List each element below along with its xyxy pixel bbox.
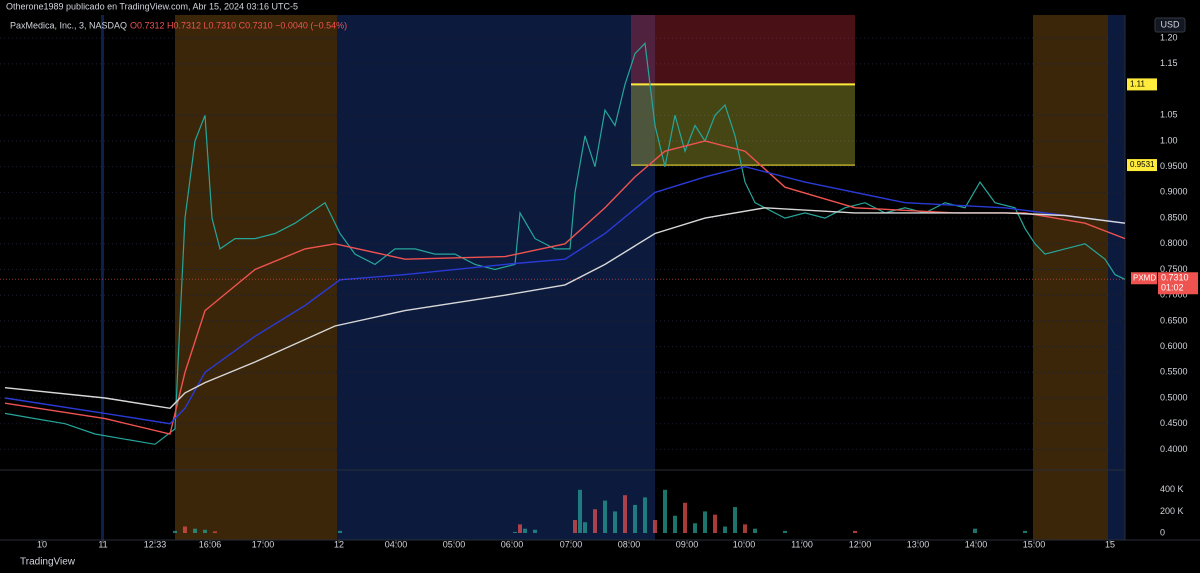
x-tick-label: 04:00 (385, 539, 408, 549)
x-tick-label: 15 (1105, 539, 1115, 549)
x-tick-label: 07:00 (560, 539, 583, 549)
currency[interactable]: USD (1160, 19, 1180, 29)
volume-bar (513, 531, 517, 533)
y-tick-label: 0.4000 (1160, 444, 1188, 454)
session-band (175, 15, 337, 540)
y-tick-label: 1.05 (1160, 110, 1178, 120)
y-tick-label: 0.6000 (1160, 341, 1188, 351)
y-tick-label: 1.15 (1160, 58, 1178, 68)
volume-bar (663, 489, 667, 533)
moving-average (4, 140, 1126, 435)
volume-bar (743, 524, 747, 533)
volume-bar (693, 523, 697, 533)
countdown-label: 01:02 (1161, 283, 1184, 293)
y-tick-label: 0.7000 (1160, 290, 1188, 300)
session-line (101, 15, 104, 540)
volume-bar (183, 526, 187, 533)
x-tick-label: 05:00 (443, 539, 466, 549)
x-tick-label: 08:00 (618, 539, 641, 549)
volume-bar (683, 502, 687, 533)
y-tick-label: 1.20 (1160, 33, 1178, 43)
moving-average (4, 207, 1126, 410)
symbol-label: PXMD (1133, 273, 1156, 282)
volume-bar (713, 514, 717, 533)
session-band (1108, 15, 1125, 540)
y-tick-label: 0.5500 (1160, 367, 1188, 377)
x-tick-label: 12:33 (144, 539, 167, 549)
volume-bar (673, 515, 677, 533)
x-tick-label: 11:00 (791, 539, 813, 549)
stop-zone (631, 15, 855, 85)
price-line (4, 41, 1126, 445)
volume-bar (783, 530, 787, 533)
volume-bar (573, 520, 577, 533)
x-tick-label: 12 (334, 539, 344, 549)
volume-bar (653, 520, 657, 533)
x-tick-label: 11 (98, 539, 107, 549)
footer-logo: TradingView (20, 557, 76, 568)
x-tick-label: 10 (37, 539, 47, 549)
volume-bar (173, 530, 177, 533)
x-tick-label: 16:06 (199, 539, 222, 549)
x-tick-label: 17:00 (252, 539, 275, 549)
moving-average (4, 165, 1126, 425)
x-tick-label: 13:00 (907, 539, 930, 549)
target-zone (631, 84, 855, 166)
y-tick-label: 0 (1160, 527, 1165, 537)
y-tick-label: 0.4500 (1160, 418, 1188, 428)
volume-bar (533, 529, 537, 533)
volume-bar (338, 530, 342, 533)
y-tick-label: 0.9500 (1160, 161, 1188, 171)
volume-bar (853, 530, 857, 533)
symbol-tag (1131, 272, 1157, 285)
volume-bar (603, 500, 607, 533)
volume-bar (723, 526, 727, 533)
y-tick-label: 0.8000 (1160, 238, 1188, 248)
y-tick-label: 0.8500 (1160, 212, 1188, 222)
x-tick-label: 15:00 (1023, 539, 1046, 549)
symbol-title: PaxMedica, Inc., 3, NASDAQ (10, 20, 127, 30)
volume-bar (1023, 530, 1027, 533)
level-tag (1127, 78, 1157, 91)
ohlc: O0.7312 H0.7312 L0.7310 C0.7310 −0.0040 … (130, 20, 347, 30)
volume-bar (973, 528, 977, 533)
y-tick-label: 0.6500 (1160, 315, 1188, 325)
volume-bar (523, 528, 527, 533)
volume-bar (643, 497, 647, 533)
last-price-tag (1158, 272, 1198, 295)
volume-bar (583, 522, 587, 533)
volume-bar (733, 507, 737, 533)
session-band (1033, 15, 1108, 540)
y-tick-label: 0.9000 (1160, 187, 1188, 197)
level-label: 1.11 (1130, 80, 1146, 89)
volume-bar (193, 528, 197, 533)
volume-bar (703, 511, 707, 533)
volume-bar (578, 489, 582, 533)
volume-bar (613, 511, 617, 533)
volume-bar (203, 529, 207, 533)
volume-bar (753, 528, 757, 533)
y-tick-label: 200 K (1160, 506, 1184, 516)
currency-button[interactable] (1154, 17, 1186, 33)
volume-bar (518, 524, 522, 533)
x-tick-label: 06:00 (501, 539, 524, 549)
volume-bar (623, 495, 627, 533)
y-tick-label: 0.7500 (1160, 264, 1188, 274)
level-tag (1127, 159, 1157, 172)
last-price-label: 0.7310 (1161, 273, 1189, 283)
y-tick-label: 1.00 (1160, 135, 1178, 145)
volume-bar (213, 531, 217, 533)
x-tick-label: 10:00 (733, 539, 756, 549)
volume-bar (593, 509, 597, 533)
y-tick-label: 0.5000 (1160, 392, 1188, 402)
session-band (337, 15, 655, 540)
x-tick-label: 09:00 (676, 539, 699, 549)
level-label: 0.9531 (1130, 160, 1155, 169)
x-tick-label: 14:00 (965, 539, 988, 549)
volume-bar (633, 504, 637, 533)
x-tick-label: 12:00 (849, 539, 872, 549)
header: Otherone1989 publicado en TradingView.co… (6, 1, 298, 11)
y-tick-label: 400 K (1160, 484, 1184, 494)
